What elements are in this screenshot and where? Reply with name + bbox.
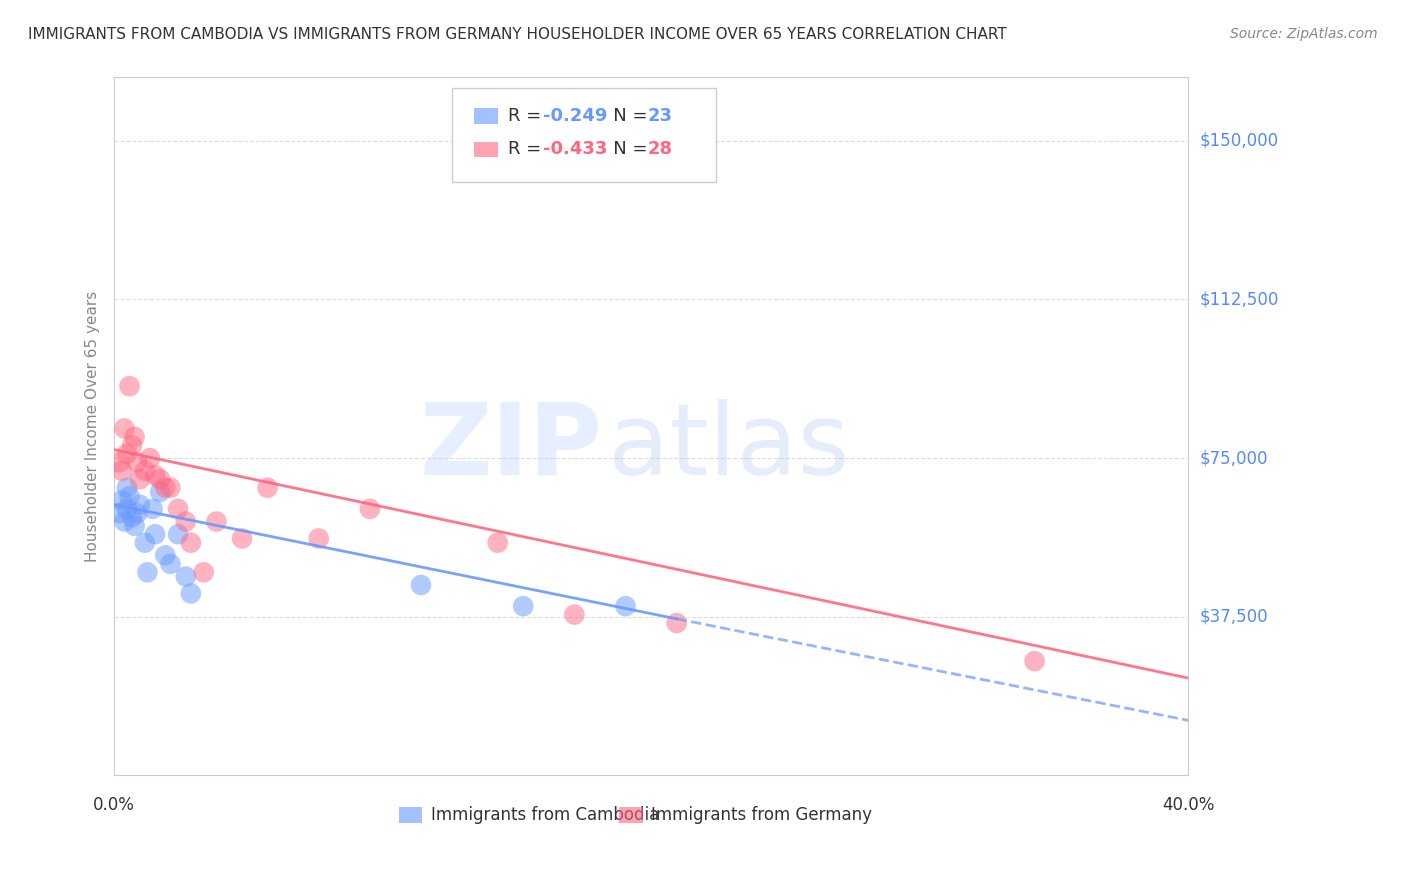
Point — [231, 532, 253, 546]
Point — [128, 498, 150, 512]
Text: 23: 23 — [648, 107, 673, 125]
Point — [486, 535, 509, 549]
Point — [149, 485, 172, 500]
Point — [139, 451, 162, 466]
Point — [149, 472, 172, 486]
Point — [256, 481, 278, 495]
Text: R =: R = — [509, 107, 547, 125]
Point — [134, 464, 156, 478]
Bar — [399, 807, 422, 822]
Bar — [474, 108, 498, 123]
Point — [512, 599, 534, 614]
Point — [127, 455, 149, 469]
Text: ZIP: ZIP — [420, 399, 603, 496]
Point — [121, 438, 143, 452]
Y-axis label: Householder Income Over 65 years: Householder Income Over 65 years — [86, 291, 100, 562]
Point — [108, 506, 131, 520]
Point — [136, 566, 159, 580]
Point — [409, 578, 432, 592]
Text: $37,500: $37,500 — [1199, 607, 1268, 625]
Point — [359, 501, 381, 516]
Text: 40.0%: 40.0% — [1161, 796, 1215, 814]
Point — [159, 557, 181, 571]
Point — [111, 493, 134, 508]
Point — [614, 599, 637, 614]
Point — [112, 421, 135, 435]
Point — [205, 515, 228, 529]
Text: R =: R = — [509, 140, 547, 158]
Text: Immigrants from Cambodia: Immigrants from Cambodia — [432, 806, 659, 824]
Point — [128, 472, 150, 486]
Point — [180, 586, 202, 600]
Text: $75,000: $75,000 — [1199, 449, 1268, 467]
Point — [167, 527, 190, 541]
Point — [308, 532, 330, 546]
Point — [155, 549, 177, 563]
Point — [174, 515, 197, 529]
Text: $150,000: $150,000 — [1199, 132, 1278, 150]
Text: -0.249: -0.249 — [543, 107, 607, 125]
Point — [115, 447, 138, 461]
Point — [127, 506, 149, 520]
Point — [141, 501, 163, 516]
Text: 28: 28 — [648, 140, 673, 158]
Point — [564, 607, 586, 622]
Point — [112, 515, 135, 529]
Point — [115, 501, 138, 516]
Point — [124, 518, 146, 533]
Point — [115, 481, 138, 495]
Bar — [619, 807, 643, 822]
Point — [174, 569, 197, 583]
Text: 0.0%: 0.0% — [93, 796, 135, 814]
Point — [155, 481, 177, 495]
Text: N =: N = — [596, 140, 654, 158]
Point — [143, 468, 166, 483]
Point — [159, 481, 181, 495]
Point — [118, 489, 141, 503]
Text: $112,500: $112,500 — [1199, 291, 1278, 309]
Point — [167, 501, 190, 516]
Point — [111, 464, 134, 478]
Text: atlas: atlas — [609, 399, 849, 496]
Point — [1024, 654, 1046, 668]
Text: Immigrants from Germany: Immigrants from Germany — [651, 806, 872, 824]
Point — [193, 566, 215, 580]
Point — [665, 616, 688, 631]
Point — [134, 535, 156, 549]
Text: -0.433: -0.433 — [543, 140, 607, 158]
Point — [108, 455, 131, 469]
Text: IMMIGRANTS FROM CAMBODIA VS IMMIGRANTS FROM GERMANY HOUSEHOLDER INCOME OVER 65 Y: IMMIGRANTS FROM CAMBODIA VS IMMIGRANTS F… — [28, 27, 1007, 42]
Text: N =: N = — [596, 107, 654, 125]
Point — [143, 527, 166, 541]
Text: Source: ZipAtlas.com: Source: ZipAtlas.com — [1230, 27, 1378, 41]
FancyBboxPatch shape — [453, 88, 716, 182]
Point — [118, 379, 141, 393]
Point — [121, 510, 143, 524]
Point — [180, 535, 202, 549]
Bar — [474, 142, 498, 157]
Point — [124, 430, 146, 444]
